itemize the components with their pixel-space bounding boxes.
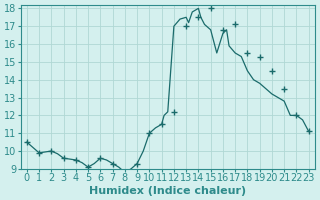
X-axis label: Humidex (Indice chaleur): Humidex (Indice chaleur) xyxy=(89,186,246,196)
